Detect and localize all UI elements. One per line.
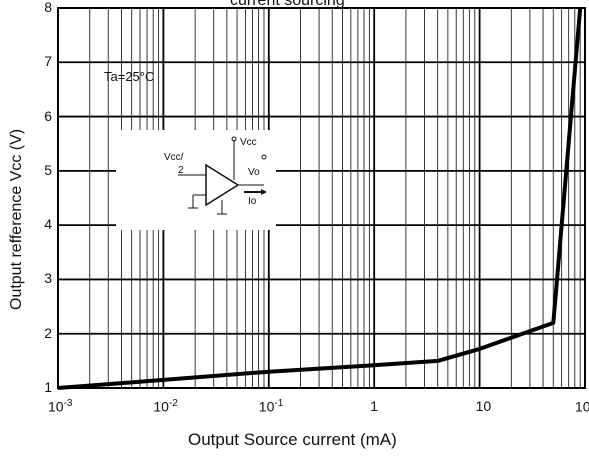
- x-tick-label: 10: [475, 398, 492, 414]
- y-tick-label: 3: [44, 270, 52, 287]
- chart-title: current sourcing: [230, 0, 345, 9]
- plot-frame: [57, 7, 586, 389]
- series-line-0: [57, 7, 583, 390]
- temperature-annotation: Ta=25°C: [104, 69, 155, 84]
- y-tick-label: 4: [44, 216, 52, 233]
- x-tick-label: 1: [370, 398, 378, 414]
- y-tick-label: 1: [44, 379, 52, 395]
- x-axis-label: Output Source current (mA): [188, 430, 397, 449]
- inset-io-label: Io: [248, 196, 257, 207]
- op-amp-diagram: [178, 136, 267, 215]
- inset-two-label: 2: [178, 165, 184, 176]
- inset-vo-label: Vo: [248, 167, 260, 178]
- circuit-inset: Vcc Vcc/ 2 Vo Io: [116, 130, 276, 230]
- inset-vcc-half-label: Vcc/: [164, 152, 184, 163]
- y-tick-label: 6: [44, 107, 52, 124]
- x-tick-label: 10-1: [258, 398, 284, 415]
- y-tick-label: 7: [44, 53, 52, 70]
- x-tick-label: 10-2: [153, 398, 178, 415]
- y-tick-label: 2: [44, 324, 52, 341]
- y-tick-label: 5: [44, 161, 52, 178]
- x-tick-label: 10-3: [48, 398, 73, 415]
- inset-vcc-label: Vcc: [240, 137, 257, 148]
- x-tick-label: 102: [575, 398, 589, 415]
- y-tick-label: 8: [44, 0, 52, 15]
- y-axis-label: Output refference Vcc (V): [8, 128, 25, 310]
